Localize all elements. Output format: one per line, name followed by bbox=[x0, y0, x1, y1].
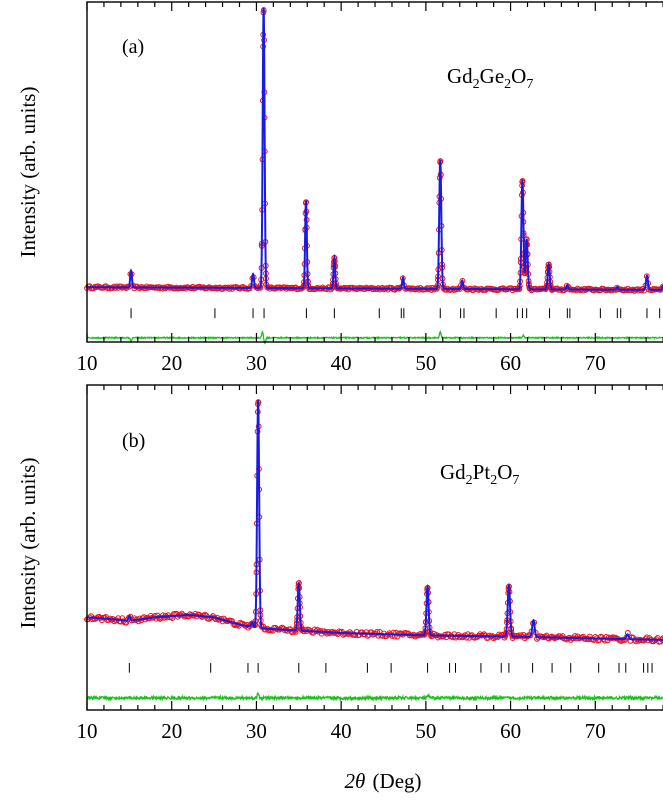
difference-line-a bbox=[86, 330, 663, 345]
panel-a: 1020304050607080 (a) Gd2Ge2O7 bbox=[77, 1, 663, 375]
compound-b-el3: O bbox=[497, 460, 512, 484]
calculated-line-b bbox=[86, 399, 663, 641]
x-tick-label: 70 bbox=[585, 719, 606, 743]
observed-point bbox=[245, 624, 252, 631]
x-tick-label: 70 bbox=[585, 351, 606, 375]
panel-a-plot bbox=[84, 7, 663, 345]
observed-point bbox=[660, 635, 663, 642]
panel-b-frame bbox=[86, 384, 663, 711]
observed-point bbox=[143, 283, 150, 290]
compound-b-n3: 7 bbox=[512, 473, 519, 488]
x-tick-label: 50 bbox=[415, 351, 436, 375]
compound-a-n3: 7 bbox=[526, 77, 533, 92]
x-tick-label: 30 bbox=[246, 719, 267, 743]
calculated-line-a bbox=[87, 7, 663, 291]
x-tick-label: 60 bbox=[500, 351, 521, 375]
compound-a-el3: O bbox=[511, 64, 526, 88]
difference-line-b bbox=[86, 692, 663, 702]
compound-b-n1: 2 bbox=[466, 473, 473, 488]
observed-point bbox=[660, 283, 663, 290]
xlabel-symbol: 2θ bbox=[344, 769, 365, 793]
compound-b-el1: Gd bbox=[440, 460, 466, 484]
xlabel: 2θ (Deg) bbox=[344, 769, 421, 793]
ylabel-a: Intensity (arb. units) bbox=[16, 87, 40, 258]
observed-series-a bbox=[84, 7, 663, 294]
bragg-markers-b bbox=[128, 663, 653, 673]
observed-point bbox=[605, 634, 612, 641]
x-tick-label: 60 bbox=[500, 719, 521, 743]
observed-point bbox=[302, 626, 309, 633]
compound-b-n2: 2 bbox=[490, 473, 497, 488]
x-tick-label: 20 bbox=[161, 351, 182, 375]
observed-point bbox=[196, 283, 203, 290]
panel-a-compound: Gd2Ge2O7 bbox=[447, 64, 533, 92]
compound-a-el1: Gd bbox=[447, 64, 473, 88]
x-tick-label: 10 bbox=[77, 719, 98, 743]
compound-a-n1: 2 bbox=[473, 77, 480, 92]
observed-point bbox=[650, 285, 657, 292]
x-tick-label: 30 bbox=[246, 351, 267, 375]
compound-a-n2: 2 bbox=[504, 77, 511, 92]
x-tick-label: 10 bbox=[77, 351, 98, 375]
x-tick-label: 40 bbox=[331, 351, 352, 375]
compound-b-el2: Pt bbox=[473, 460, 491, 484]
bragg-markers-a bbox=[130, 308, 661, 319]
compound-a-el2: Ge bbox=[480, 64, 505, 88]
panel-a-frame bbox=[86, 1, 663, 343]
x-tick-label: 50 bbox=[415, 719, 436, 743]
ylabel-b: Intensity (arb. units) bbox=[16, 458, 40, 629]
panel-b-label: (b) bbox=[122, 430, 145, 452]
x-tick-label: 20 bbox=[161, 719, 182, 743]
panel-b-compound: Gd2Pt2O7 bbox=[440, 460, 519, 488]
panel-b-ticks: 1020304050607080 bbox=[77, 385, 663, 743]
observed-series-b bbox=[84, 399, 663, 645]
panel-b-plot bbox=[84, 399, 663, 702]
panel-b: 1020304050607080 (b) Gd2Pt2O7 bbox=[77, 384, 663, 743]
panel-a-ticks: 1020304050607080 bbox=[77, 2, 663, 375]
panel-a-label: (a) bbox=[122, 36, 144, 58]
xlabel-unit: (Deg) bbox=[373, 769, 422, 793]
x-tick-label: 40 bbox=[331, 719, 352, 743]
